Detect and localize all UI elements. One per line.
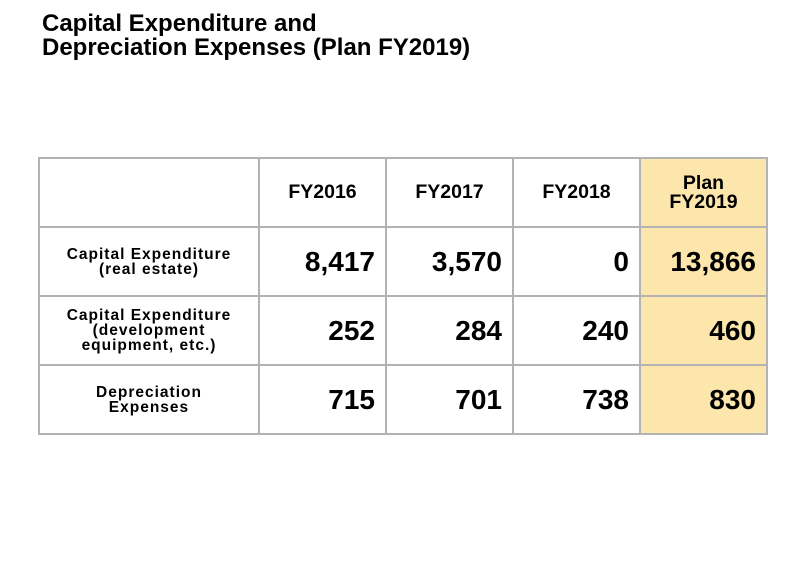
value-cell: 3,570 — [385, 226, 514, 297]
value-cell: 715 — [258, 364, 387, 435]
value-cell: 738 — [512, 364, 641, 435]
header-text: FY2016 — [288, 181, 357, 203]
row-label: Capital Expenditure (real estate) — [38, 226, 260, 297]
row-label-text: equipment, etc.) — [81, 337, 217, 354]
header-text: FY2019 — [669, 190, 738, 213]
value-cell: 284 — [385, 295, 514, 366]
title-line: Capital Expenditure and — [42, 10, 317, 37]
value-cell: 0 — [512, 226, 641, 297]
header-cell — [38, 157, 260, 228]
value-cell: 701 — [385, 364, 514, 435]
row-label-text: (real estate) — [98, 260, 199, 278]
row-label-text: Capital Expenditure — [66, 307, 232, 324]
row-label-text: Expenses — [108, 398, 190, 416]
row-label: Capital Expenditure (development equipment… — [38, 295, 260, 366]
header-text: FY2017 — [415, 181, 484, 203]
row-label-text: (development — [92, 322, 206, 339]
data-table: FY2016 FY2017 FY2018 Plan FY2019 Capital Expe… — [38, 157, 768, 435]
header-cell: Plan FY2019 — [639, 157, 768, 228]
row-label: Depreciation Expenses — [38, 364, 260, 435]
table-row: Capital Expenditure (development equipment… — [38, 295, 768, 366]
value-cell: 8,417 — [258, 226, 387, 297]
title: Capital Expenditure and Depreciation Expe… — [42, 12, 470, 60]
header-row: FY2016 FY2017 FY2018 Plan FY2019 — [38, 157, 768, 228]
value-cell: 252 — [258, 295, 387, 366]
value-cell: 830 — [639, 364, 768, 435]
header-cell: FY2018 — [512, 157, 641, 228]
header-cell: FY2016 — [258, 157, 387, 228]
row-label-text: Depreciation — [96, 383, 202, 401]
header-text: FY2018 — [542, 181, 611, 203]
header-text: Plan — [682, 171, 725, 194]
table-row: Capital Expenditure (real estate) 8,417 3,5… — [38, 226, 768, 297]
header-cell: FY2017 — [385, 157, 514, 228]
table-row: Depreciation Expenses 715 701 738 830 — [38, 364, 768, 435]
value-cell: 13,866 — [639, 226, 768, 297]
value-cell: 460 — [639, 295, 768, 366]
row-label-text: Capital Expenditure — [66, 245, 232, 263]
title-line: Depreciation Expenses (Plan FY2019) — [42, 34, 471, 61]
value-cell: 240 — [512, 295, 641, 366]
